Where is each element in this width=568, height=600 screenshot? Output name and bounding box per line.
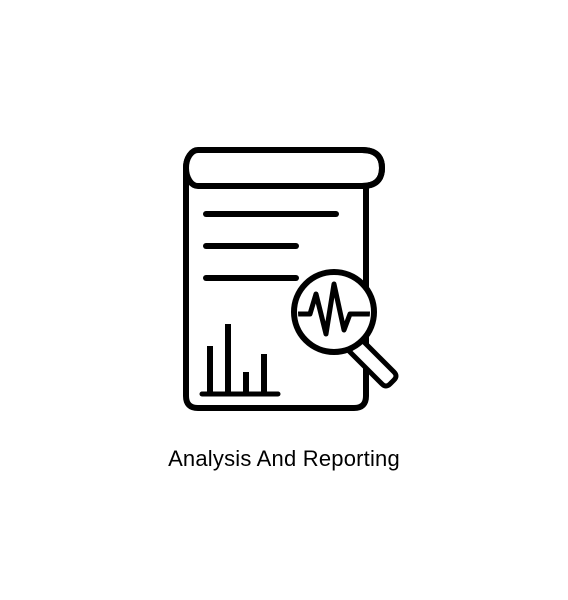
icon-caption: Analysis And Reporting bbox=[168, 446, 400, 472]
figure-container: Analysis And Reporting bbox=[0, 0, 568, 600]
analysis-and-reporting-icon bbox=[166, 128, 402, 428]
